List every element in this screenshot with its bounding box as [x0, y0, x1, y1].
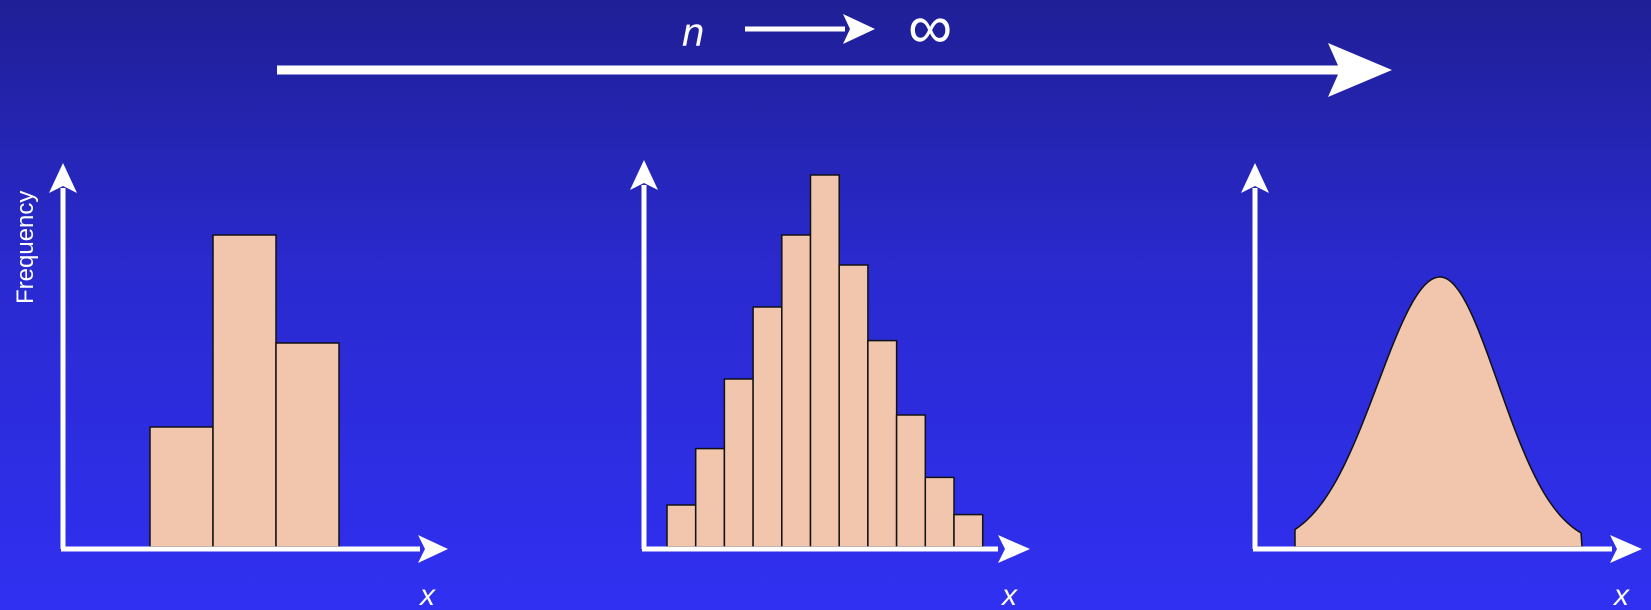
left-y-axis: [49, 163, 77, 549]
left-histogram-panel: Frequency x: [12, 163, 448, 610]
left-x-axis-label: x: [418, 579, 436, 610]
small-arrow: [745, 14, 875, 44]
left-histogram-bar-2: [212, 234, 277, 548]
left-histogram-bar-3: [275, 342, 340, 548]
right-y-axis: [1241, 163, 1269, 549]
left-x-axis: [61, 535, 448, 563]
middle-histogram-bar-5: [781, 234, 812, 548]
middle-histogram-bar-7: [838, 264, 869, 548]
right-density-panel: x: [1241, 163, 1642, 610]
middle-x-axis-label: x: [1000, 579, 1018, 610]
n-label: n: [682, 11, 704, 55]
middle-histogram-panel: x: [630, 160, 1030, 610]
infinity-symbol: ∞: [908, 0, 952, 62]
middle-histogram-bar-6: [809, 174, 840, 548]
left-y-axis-label: Frequency: [12, 191, 39, 304]
middle-histogram-bar-4: [752, 306, 783, 548]
middle-histogram-bar-1: [666, 504, 697, 548]
middle-histogram-bar-9: [895, 414, 927, 548]
middle-histogram-bars: [666, 174, 984, 548]
middle-x-axis: [642, 535, 1030, 563]
right-x-axis-label: x: [1612, 579, 1630, 610]
middle-histogram-bar-11: [953, 513, 984, 548]
left-histogram-bar-1: [149, 426, 214, 548]
right-x-axis: [1253, 535, 1642, 563]
middle-y-axis: [630, 160, 658, 549]
big-arrow: [277, 43, 1392, 97]
middle-histogram-bar-2: [694, 447, 726, 548]
middle-histogram-bar-8: [867, 339, 898, 548]
density-curve: [1294, 276, 1583, 548]
left-histogram-bars: [149, 234, 340, 548]
middle-histogram-bar-3: [723, 378, 754, 548]
middle-histogram-bar-10: [924, 476, 955, 548]
